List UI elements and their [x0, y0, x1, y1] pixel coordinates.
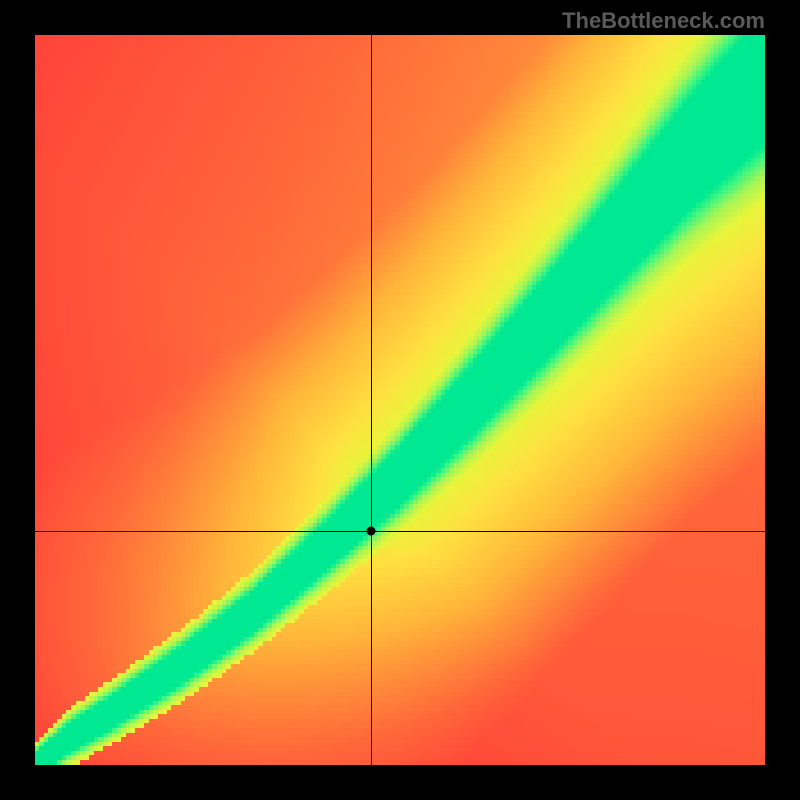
heatmap-canvas — [35, 35, 765, 765]
bottleneck-heatmap — [35, 35, 765, 765]
crosshair-horizontal — [35, 531, 765, 532]
watermark-text: TheBottleneck.com — [562, 8, 765, 34]
crosshair-vertical — [371, 35, 372, 765]
marker-dot — [366, 527, 375, 536]
